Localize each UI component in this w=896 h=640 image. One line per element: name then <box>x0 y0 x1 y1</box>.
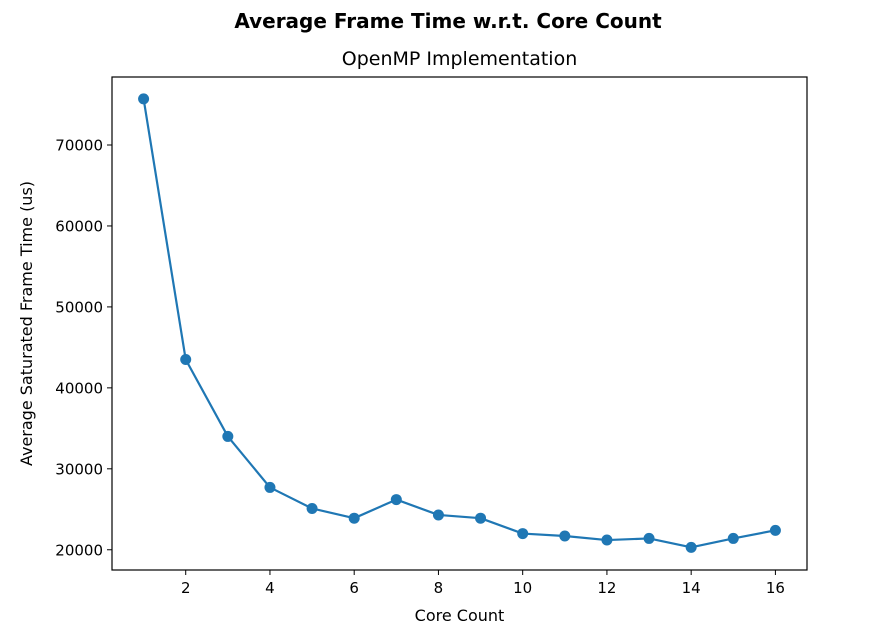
data-point <box>601 534 613 546</box>
data-point <box>685 541 697 553</box>
data-point <box>348 512 360 524</box>
data-point <box>517 528 529 540</box>
x-tick-label: 6 <box>349 579 359 597</box>
y-tick-label: 20000 <box>55 541 103 559</box>
y-axis: 20000 30000 40000 50000 60000 70000 <box>55 137 112 559</box>
x-tick-label: 16 <box>766 579 785 597</box>
x-tick-label: 8 <box>434 579 444 597</box>
data-point <box>264 481 276 493</box>
data-point <box>643 532 655 544</box>
plot-area-frame <box>111 76 808 571</box>
series-layer <box>138 93 781 553</box>
data-point <box>475 512 487 524</box>
y-tick-label: 60000 <box>55 217 103 235</box>
data-point <box>559 530 571 542</box>
x-tick-label: 12 <box>597 579 616 597</box>
data-point <box>769 524 781 536</box>
x-tick-label: 10 <box>513 579 532 597</box>
x-tick-label: 4 <box>265 579 275 597</box>
chart-title: OpenMP Implementation <box>342 48 578 70</box>
x-axis-label: Core Count <box>415 606 505 625</box>
figure-suptitle: Average Frame Time w.r.t. Core Count <box>234 9 662 33</box>
data-point <box>432 509 444 521</box>
y-axis-label: Average Saturated Frame Time (us) <box>17 181 36 466</box>
data-point <box>306 502 318 514</box>
data-point <box>390 494 402 506</box>
x-axis: 2 4 6 8 10 12 14 16 <box>181 570 785 597</box>
y-tick-label: 40000 <box>55 379 103 397</box>
y-tick-label: 30000 <box>55 460 103 478</box>
y-tick-label: 70000 <box>55 137 103 155</box>
data-point <box>180 354 192 366</box>
y-tick-label: 50000 <box>55 298 103 316</box>
data-point <box>727 532 739 544</box>
x-tick-label: 14 <box>682 579 701 597</box>
series-line <box>142 98 776 549</box>
x-tick-label: 2 <box>181 579 191 597</box>
data-point <box>222 430 234 442</box>
data-point <box>138 93 150 105</box>
